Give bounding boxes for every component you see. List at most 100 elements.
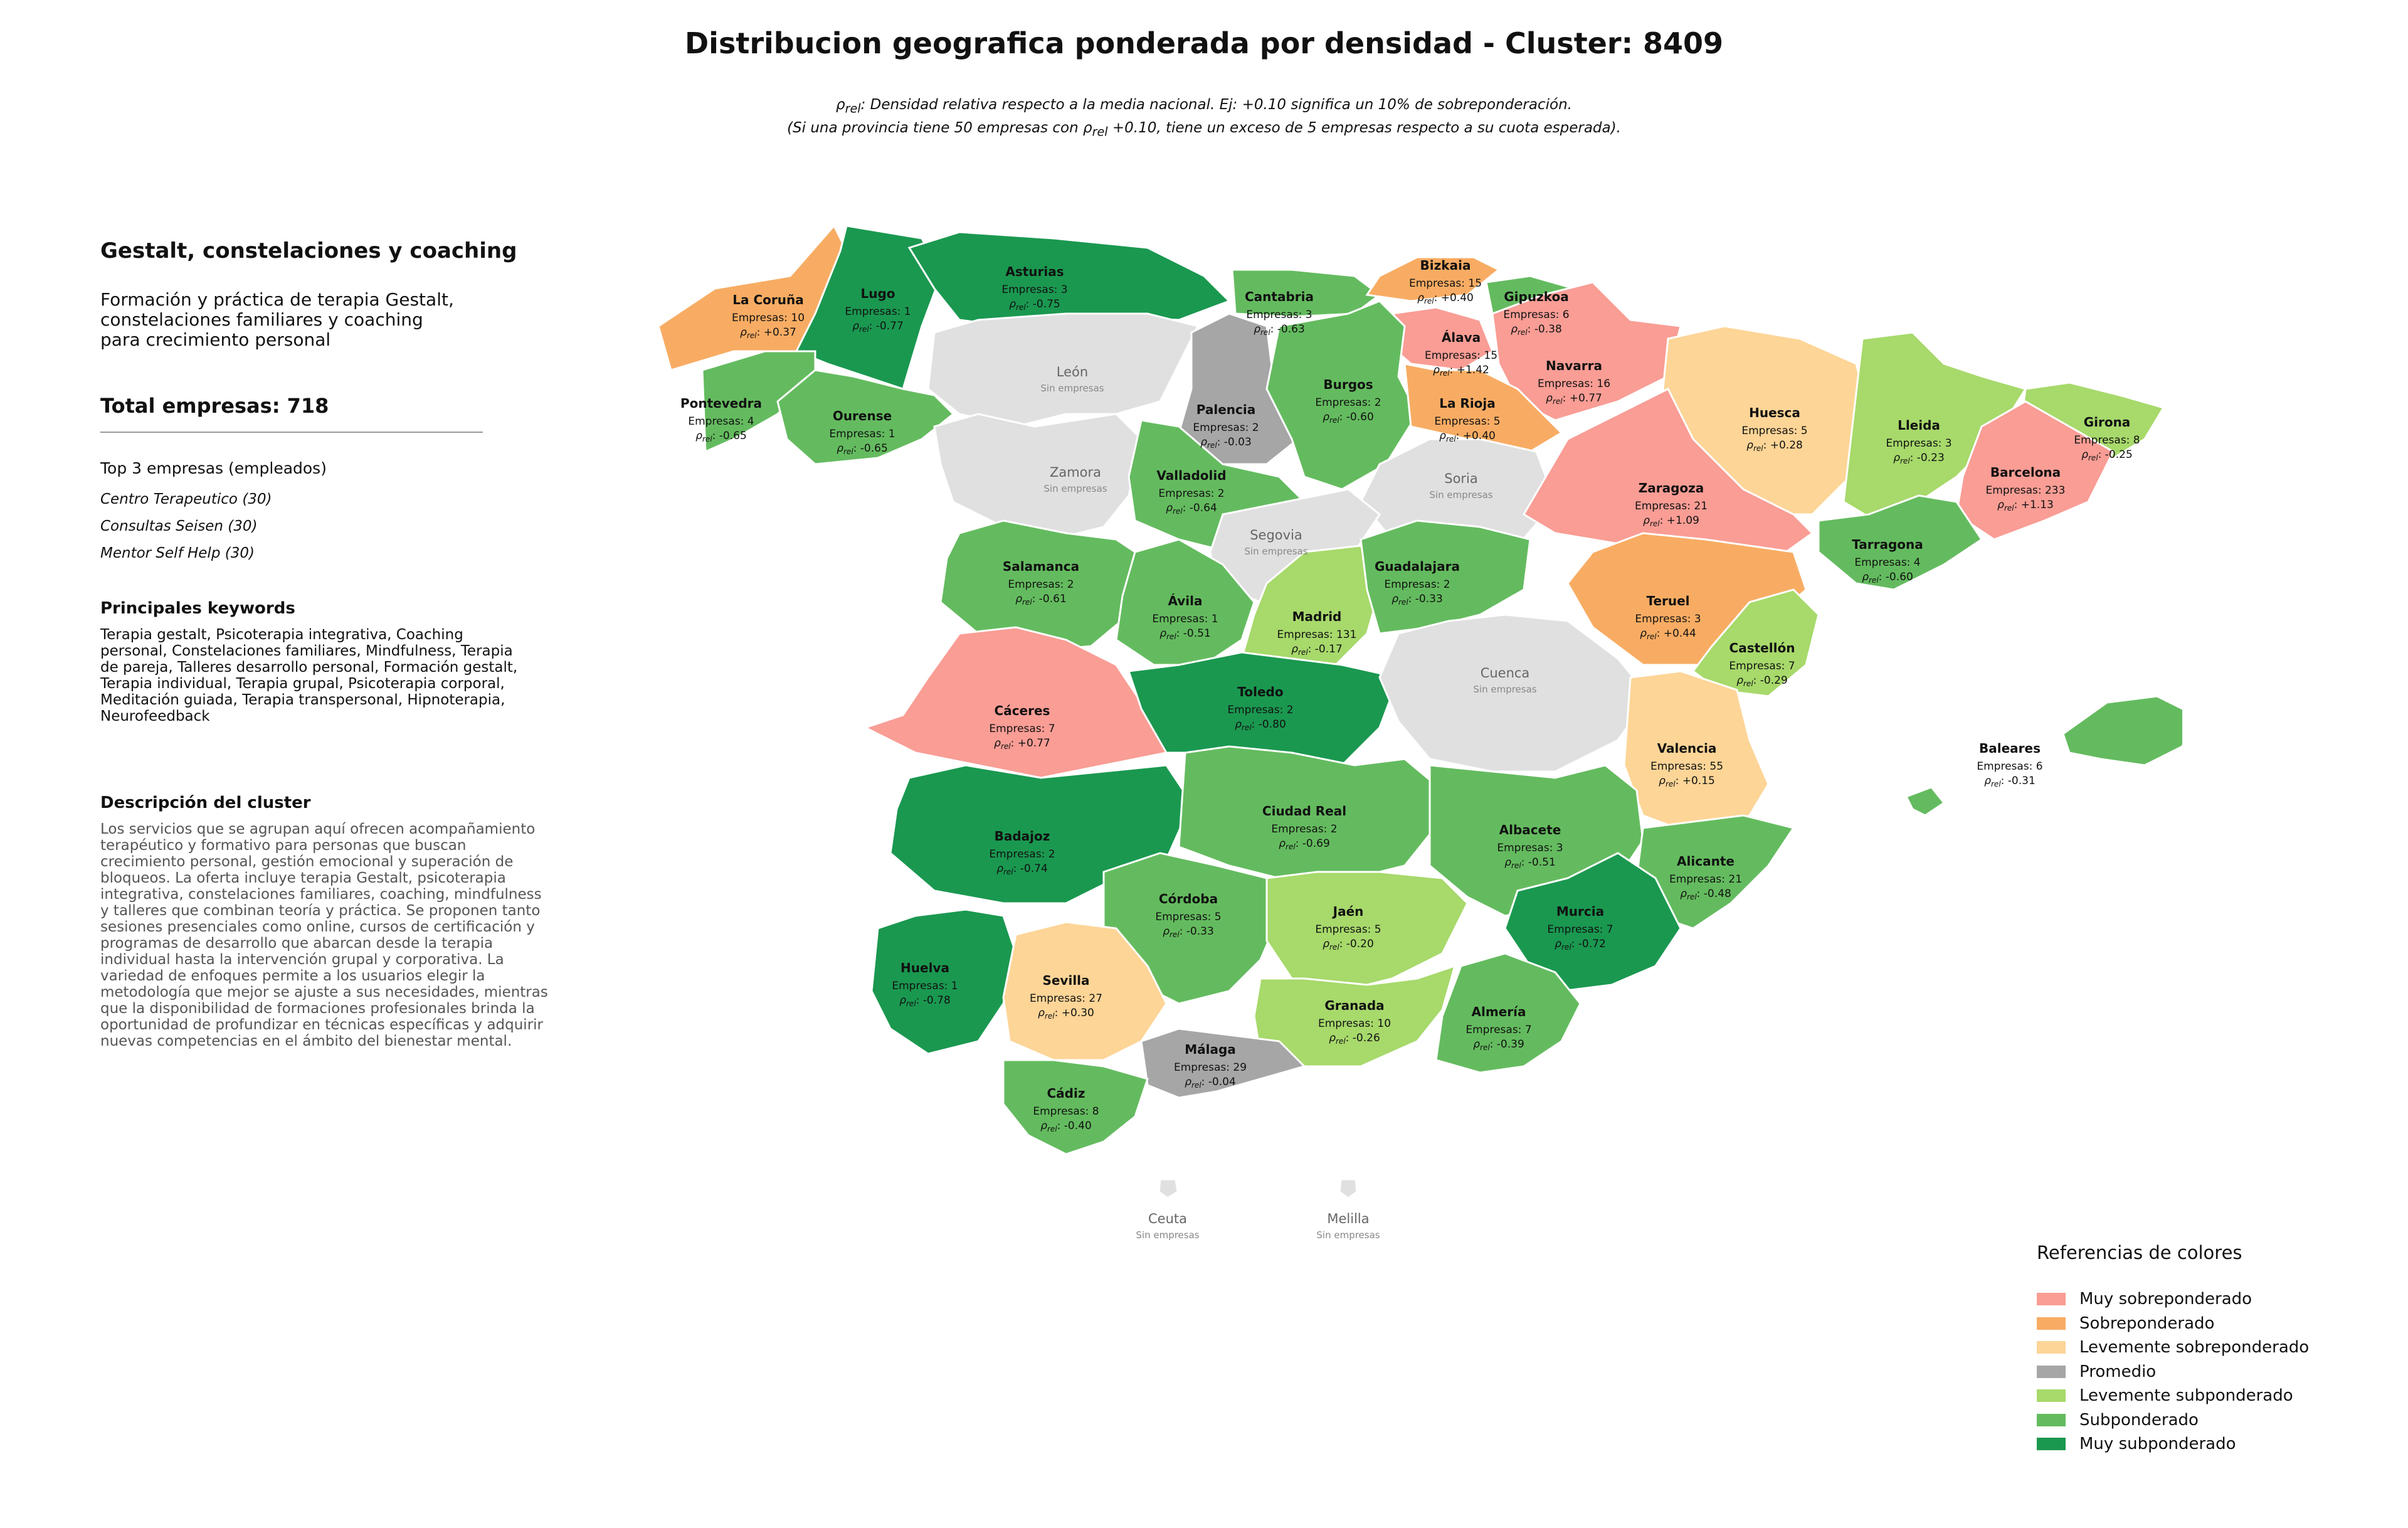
province-name-bizkaia: Bizkaia	[1420, 258, 1471, 273]
province-region-jaen	[1265, 871, 1469, 992]
province-rho-burgos: ρrel: -0.60	[1323, 411, 1374, 425]
cluster-short-description: Formación y práctica de terapia Gestalt,…	[100, 289, 454, 350]
province-name-pontevedra: Pontevedra	[680, 396, 762, 411]
province-region-leon	[927, 312, 1200, 428]
legend-item: Muy sobreponderado	[2037, 1287, 2388, 1312]
top-company-1: Centro Terapeutico (30)	[100, 491, 272, 507]
province-count-sevilla: Empresas: 27	[1030, 992, 1102, 1005]
province-name-granada: Granada	[1324, 998, 1384, 1013]
province-count-alava: Empresas: 15	[1425, 349, 1497, 362]
province-name-palencia: Palencia	[1196, 402, 1255, 417]
province-rho-ourense: ρrel: -0.65	[837, 442, 888, 456]
province-region-baleares	[1904, 786, 1946, 817]
province-count-navarra: Empresas: 16	[1538, 378, 1610, 390]
province-rho-cantabria: ρrel: -0.63	[1254, 323, 1305, 337]
province-name-la-coruna: La Coruña	[732, 292, 803, 307]
province-name-teruel: Teruel	[1646, 593, 1689, 608]
province-region-murcia	[1504, 852, 1682, 992]
province-rho-albacete: ρrel: -0.51	[1504, 856, 1556, 870]
legend-label: Levemente subponderado	[2079, 1386, 2293, 1406]
province-none-cuenca: Sin empresas	[1473, 684, 1536, 695]
legend-label: Subponderado	[2079, 1410, 2199, 1430]
top-company-2: Consultas Seisen (30)	[100, 518, 258, 534]
province-name-murcia: Murcia	[1556, 904, 1604, 919]
province-rho-lugo: ρrel: -0.77	[852, 320, 904, 334]
province-region-ceuta	[1158, 1178, 1179, 1199]
legend-item: Muy subponderado	[2037, 1432, 2388, 1456]
province-rho-granada: ρrel: -0.26	[1329, 1032, 1380, 1046]
province-name-badajoz: Badajoz	[995, 829, 1050, 844]
province-rho-barcelona: ρrel: +1.13	[1997, 499, 2054, 512]
province-name-caceres: Cáceres	[995, 703, 1050, 718]
legend-label: Sobreponderado	[2079, 1313, 2215, 1333]
province-rho-malaga: ρrel: -0.04	[1185, 1076, 1236, 1090]
province-count-albacete: Empresas: 3	[1497, 842, 1563, 854]
map-title: Distribucion geografica ponderada por de…	[685, 26, 1723, 60]
top-company-3: Mentor Self Help (30)	[100, 545, 255, 561]
province-region-tarragona	[1817, 494, 1983, 591]
province-name-ciudad-real: Ciudad Real	[1262, 804, 1346, 819]
province-count-gipuzkoa: Empresas: 6	[1503, 309, 1569, 321]
province-count-ourense: Empresas: 1	[829, 428, 895, 440]
province-name-leon: León	[1057, 364, 1088, 379]
province-name-cantabria: Cantabria	[1245, 289, 1314, 304]
province-name-malaga: Málaga	[1185, 1042, 1236, 1057]
province-region-malaga	[1140, 1027, 1306, 1099]
province-name-cadiz: Cádiz	[1047, 1086, 1085, 1101]
province-count-valencia: Empresas: 55	[1650, 760, 1723, 773]
legend-label: Muy subponderado	[2079, 1435, 2236, 1454]
province-name-huelva: Huelva	[900, 960, 949, 975]
province-rho-palencia: ρrel: -0.03	[1200, 436, 1252, 450]
province-none-melilla: Sin empresas	[1316, 1229, 1380, 1241]
province-name-segovia: Segovia	[1250, 528, 1302, 543]
legend-swatch	[2037, 1317, 2066, 1330]
province-count-bizkaia: Empresas: 15	[1409, 277, 1482, 290]
legend-swatch	[2037, 1341, 2066, 1354]
province-count-la-rioja: Empresas: 5	[1434, 415, 1500, 428]
subtitle-line-2: (Si una provincia tiene 50 empresas con …	[787, 119, 1621, 139]
province-count-la-coruna: Empresas: 10	[732, 312, 805, 324]
province-region-cuenca	[1378, 613, 1650, 773]
total-companies: Total empresas: 718	[100, 394, 483, 433]
province-rho-badajoz: ρrel: -0.74	[996, 862, 1048, 876]
province-count-ciudad-real: Empresas: 2	[1271, 823, 1337, 836]
province-name-soria: Soria	[1444, 471, 1478, 486]
legend-swatch	[2037, 1413, 2066, 1426]
province-rho-ciudad-real: ρrel: -0.69	[1279, 837, 1330, 851]
province-name-zaragoza: Zaragoza	[1639, 480, 1704, 496]
province-region-madrid	[1240, 544, 1381, 672]
legend-label: Muy sobreponderado	[2079, 1290, 2252, 1309]
province-count-teruel: Empresas: 3	[1635, 613, 1701, 625]
province-count-guadalajara: Empresas: 2	[1384, 578, 1450, 591]
province-region-palencia	[1178, 312, 1299, 465]
province-name-lugo: Lugo	[860, 286, 895, 301]
legend-item: Promedio	[2037, 1360, 2388, 1384]
province-name-huesca: Huesca	[1749, 405, 1800, 420]
province-rho-baleares: ρrel: -0.31	[1984, 775, 2036, 788]
province-region-bizkaia	[1365, 256, 1501, 302]
province-region-barcelona	[1955, 400, 2115, 541]
province-count-baleares: Empresas: 6	[1977, 760, 2042, 773]
top-companies-header: Top 3 empresas (empleados)	[100, 459, 327, 477]
legend-item: Levemente subponderado	[2037, 1384, 2388, 1408]
province-rho-murcia: ρrel: -0.72	[1555, 938, 1606, 952]
province-region-burgos	[1265, 300, 1418, 491]
map-subtitle: ρrel: Densidad relativa respecto a la me…	[0, 95, 2408, 141]
province-name-madrid: Madrid	[1292, 609, 1342, 624]
province-region-salamanca	[939, 519, 1155, 654]
province-name-toledo: Toledo	[1237, 684, 1283, 699]
province-name-avila: Ávila	[1168, 593, 1202, 608]
province-name-girona: Girona	[2084, 415, 2131, 430]
legend-swatch	[2037, 1293, 2066, 1306]
province-name-la-rioja: La Rioja	[1439, 396, 1496, 411]
province-name-asturias: Asturias	[1005, 264, 1064, 279]
province-rho-la-rioja: ρrel: +0.40	[1439, 430, 1496, 443]
province-name-tarragona: Tarragona	[1852, 537, 1923, 552]
province-count-burgos: Empresas: 2	[1315, 396, 1381, 409]
province-region-asturias	[907, 231, 1231, 327]
province-name-valladolid: Valladolid	[1156, 468, 1226, 483]
province-none-leon: Sin empresas	[1040, 383, 1104, 394]
province-region-almeria	[1435, 952, 1582, 1074]
province-name-burgos: Burgos	[1323, 377, 1373, 392]
province-name-castellon: Castellón	[1729, 640, 1795, 655]
